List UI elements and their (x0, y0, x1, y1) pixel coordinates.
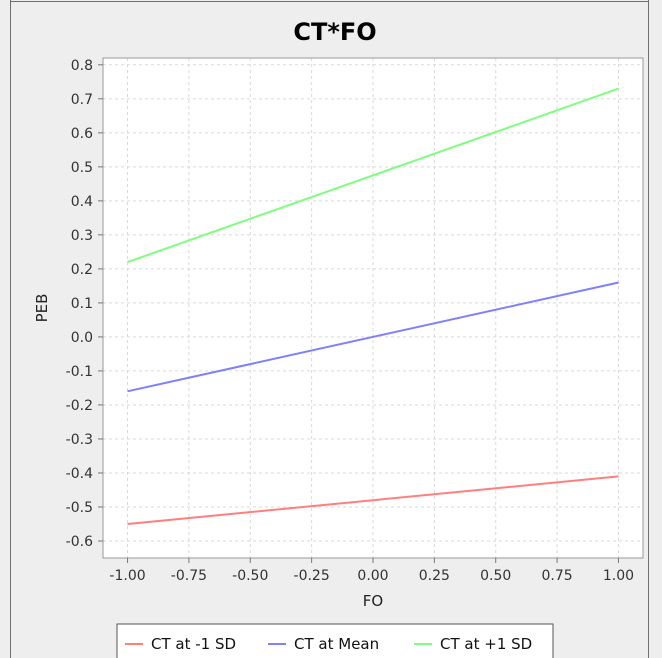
panel-border-right (648, 0, 649, 658)
y-tick-label: 0.0 (71, 330, 93, 346)
legend-label-1: CT at -1 SD (151, 635, 236, 653)
x-tick-label: 1.00 (603, 568, 634, 584)
y-tick-label: -0.5 (66, 500, 93, 516)
series-line-1 (127, 475, 619, 525)
y-tick-label: 0.2 (71, 262, 93, 278)
y-tick-label: 0.5 (71, 160, 93, 176)
x-tick-label: -1.00 (109, 568, 145, 584)
series-line-3 (127, 87, 619, 264)
legend: CT at -1 SD CT at Mean CT at +1 SD (116, 623, 554, 658)
y-axis-title: PEB (33, 294, 51, 323)
y-tick-label: -0.4 (66, 466, 93, 482)
x-tick-label: 0.75 (542, 568, 573, 584)
legend-label-2: CT at Mean (294, 635, 379, 653)
y-tick-label: 0.6 (71, 126, 93, 142)
legend-box (116, 623, 554, 658)
y-tick-label: 0.4 (71, 194, 93, 210)
x-tick-label: 0.00 (357, 568, 388, 584)
series-lines (127, 87, 619, 525)
y-axis: 0.8 0.7 0.6 0.5 0.4 0.3 0.2 0.1 0.0 -0.1 -0.2 -0.3 -… (66, 58, 103, 550)
y-tick-label: -0.6 (66, 534, 93, 550)
x-tick-label: -0.25 (294, 568, 330, 584)
y-tick-label: 0.8 (71, 58, 93, 74)
panel-border-top (10, 1, 649, 2)
x-axis: -1.00 -0.75 -0.50 -0.25 0.00 0.25 0.50 0.75 1.00 (109, 558, 634, 584)
y-tick-label: 0.3 (71, 228, 93, 244)
x-tick-label: 0.25 (419, 568, 450, 584)
x-tick-label: -0.75 (171, 568, 207, 584)
x-tick-label: -0.50 (232, 568, 268, 584)
y-tick-label: 0.7 (71, 92, 93, 108)
panel-border-left (10, 0, 11, 658)
legend-label-3: CT at +1 SD (440, 635, 532, 653)
x-axis-title: FO (363, 592, 383, 610)
y-tick-label: -0.1 (66, 364, 93, 380)
legend-items: CT at -1 SD CT at Mean CT at +1 SD (125, 635, 532, 653)
y-tick-label: 0.1 (71, 296, 93, 312)
y-tick-label: -0.3 (66, 432, 93, 448)
y-tick-label: -0.2 (66, 398, 93, 414)
x-tick-label: 0.50 (480, 568, 511, 584)
series-line-2 (127, 281, 619, 393)
chart-title: CT*FO (293, 18, 376, 46)
